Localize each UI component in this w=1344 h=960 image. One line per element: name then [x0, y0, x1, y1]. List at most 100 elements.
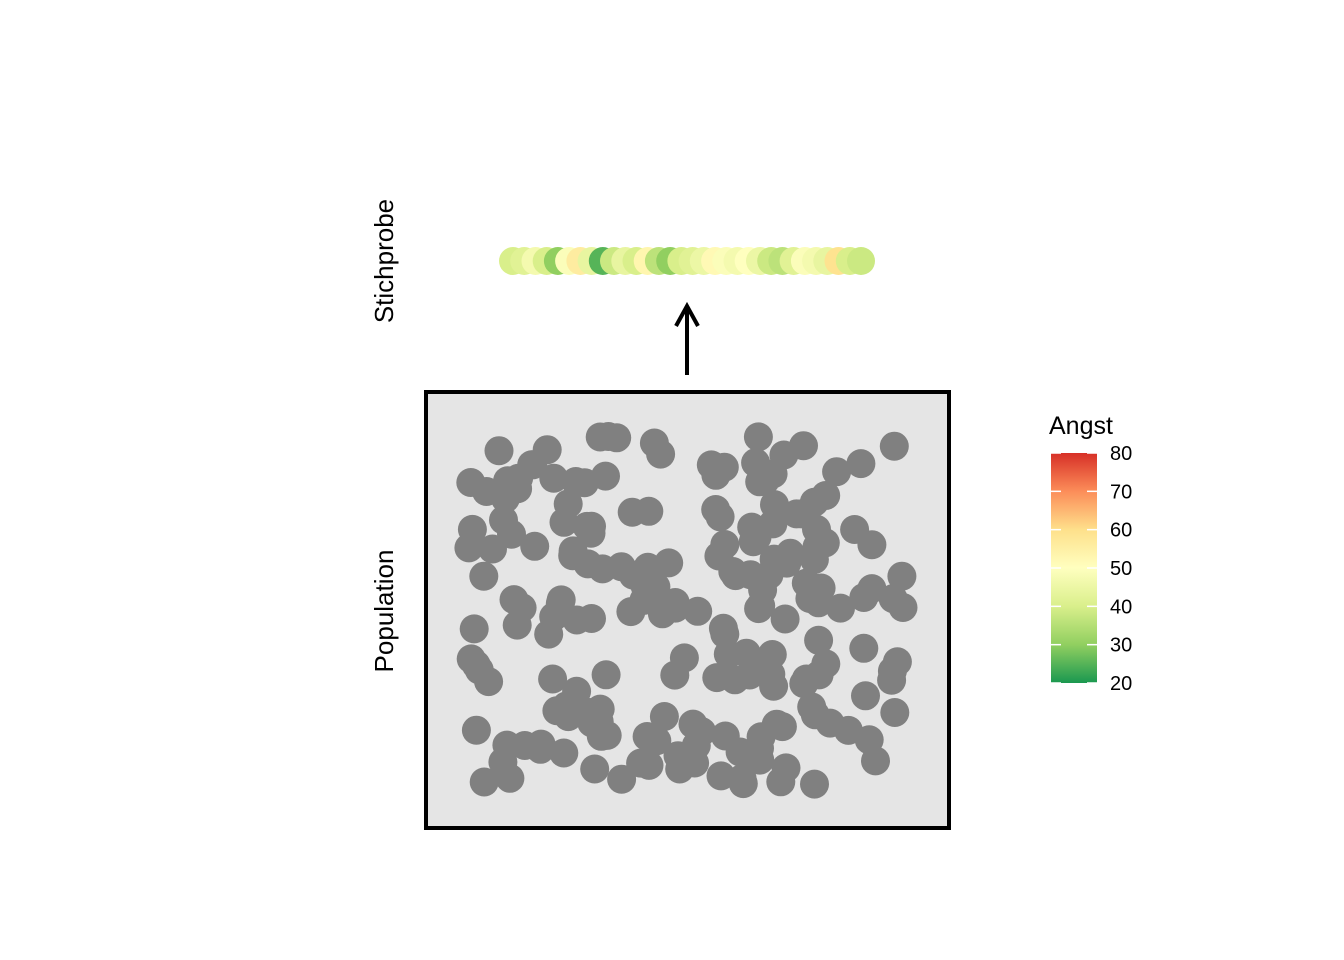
legend-title: Angst [1049, 412, 1113, 440]
population-dot [490, 484, 520, 513]
population-dot [846, 449, 876, 479]
population-dot [811, 481, 841, 510]
population-dot [771, 753, 801, 783]
population-dot [456, 468, 486, 497]
population-dot [495, 763, 525, 793]
population-dot [607, 764, 637, 794]
population-dot [680, 748, 710, 778]
legend-tick-label: 50 [1110, 558, 1132, 580]
population-dot [588, 554, 617, 584]
population-dot [580, 754, 610, 784]
population-dot [545, 589, 575, 618]
population-dot [849, 633, 879, 663]
population-dot [457, 514, 487, 544]
population-dot [769, 440, 799, 470]
population-dot [591, 461, 620, 491]
sample-dots [499, 247, 875, 275]
population-dot [701, 460, 731, 490]
population-dot [879, 431, 909, 461]
population-dot [888, 593, 918, 622]
population-dot [797, 692, 827, 722]
population-dot [857, 574, 887, 604]
population-dot [507, 593, 537, 623]
population-dot [731, 638, 761, 668]
population-dot [721, 561, 750, 591]
population-dot [811, 649, 841, 679]
population-dot [735, 660, 765, 690]
population-dot [534, 619, 564, 649]
legend-ticks: 80 70 60 50 40 30 20 [1051, 443, 1132, 695]
population-dot [702, 663, 732, 693]
population-dot [749, 564, 779, 594]
population-dot [840, 515, 870, 544]
population-dot [484, 436, 514, 466]
population-dot [710, 530, 740, 559]
population-dot [744, 594, 774, 624]
population-dot [526, 734, 555, 764]
population-dot [710, 619, 740, 649]
population-dot [759, 671, 789, 701]
population-dot [558, 541, 588, 571]
population-dot [678, 709, 708, 739]
population-dot [592, 720, 622, 750]
legend-tick-label: 80 [1110, 443, 1132, 465]
population-dot [683, 596, 713, 626]
legend-tick-label: 60 [1110, 520, 1132, 542]
legend-tick-label: 20 [1110, 673, 1132, 695]
legend-tick-label: 70 [1110, 481, 1132, 503]
population-dot [706, 761, 736, 791]
population-dot [577, 604, 606, 633]
population-dot [636, 569, 666, 599]
sample-label: Stichprobe [369, 199, 399, 323]
population-dot [882, 647, 912, 677]
population-dot [791, 568, 821, 598]
population-dot [757, 640, 787, 669]
population-dot [701, 495, 731, 524]
sample-dot [847, 247, 875, 275]
population-dot [799, 545, 829, 574]
sampling-arrow [674, 301, 700, 375]
population-dot [497, 519, 526, 549]
population-dot [760, 490, 789, 520]
population-dot [549, 738, 579, 768]
population-dot [791, 664, 821, 694]
population-dot [553, 489, 583, 519]
population-dot [741, 448, 771, 478]
population-dot [880, 698, 910, 727]
population-dot [804, 625, 834, 655]
legend-tick-label: 30 [1110, 635, 1132, 657]
population-dot [632, 722, 662, 751]
population-dots [454, 422, 918, 799]
population-dot [822, 457, 852, 487]
population-dot [591, 660, 621, 690]
population-dot [593, 422, 623, 451]
population-dot [469, 767, 499, 797]
population-dot [461, 715, 491, 745]
population-dot [737, 512, 767, 542]
population-dot [727, 764, 757, 793]
population-dot [646, 439, 676, 469]
population-dot [539, 463, 569, 493]
population-dot [743, 422, 773, 452]
population-dot [538, 664, 568, 694]
population-dot [626, 748, 656, 778]
population-dot [745, 745, 775, 775]
arrow-head [674, 301, 700, 327]
population-dot [520, 531, 550, 561]
population-dot [617, 497, 647, 527]
legend-tick-label: 40 [1110, 596, 1132, 618]
color-legend: Angst 80 70 60 50 40 30 20 [1049, 412, 1132, 695]
population-dot [660, 593, 690, 623]
population-dot [552, 691, 581, 721]
population-dot [474, 667, 504, 697]
population-dot [649, 702, 679, 731]
population-dot [572, 511, 602, 541]
population-dot [887, 561, 917, 591]
population-dot [517, 450, 547, 480]
population-dot [459, 614, 489, 644]
population-dot [770, 604, 800, 634]
population-dot [492, 730, 522, 760]
population-dot [469, 561, 499, 591]
population-dot [861, 746, 890, 776]
